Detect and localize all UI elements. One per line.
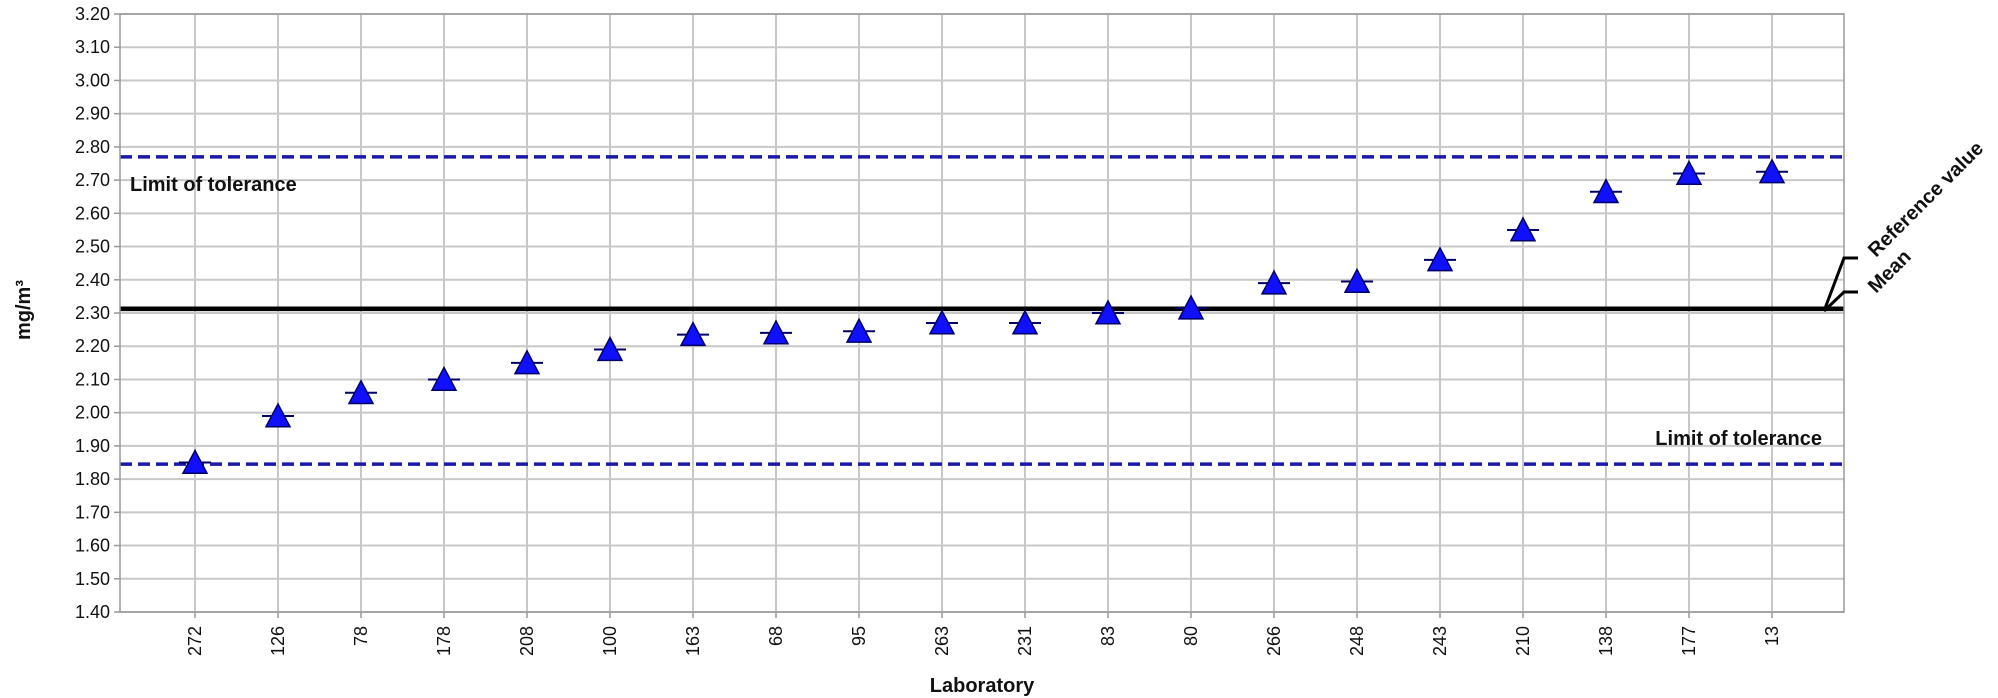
data-point bbox=[1009, 309, 1041, 335]
plot-frame bbox=[119, 13, 1845, 613]
x-tick-label: 208 bbox=[517, 626, 537, 656]
data-point bbox=[1756, 158, 1788, 184]
triangle-marker bbox=[1343, 267, 1371, 293]
data-point bbox=[760, 319, 792, 345]
y-tick-label: 2.20 bbox=[75, 336, 110, 356]
triangle-marker bbox=[1011, 309, 1039, 335]
upper-tolerance-label: Limit of tolerance bbox=[130, 174, 297, 196]
data-point bbox=[1507, 216, 1539, 242]
mean-leader bbox=[1822, 290, 1858, 313]
x-tick-label: 78 bbox=[351, 626, 371, 646]
y-tick-label: 2.00 bbox=[75, 403, 110, 423]
y-tick-label: 1.70 bbox=[75, 502, 110, 522]
x-tick-label: 163 bbox=[683, 626, 703, 656]
y-tick-label: 2.40 bbox=[75, 270, 110, 290]
data-point bbox=[428, 365, 460, 391]
data-point bbox=[1258, 269, 1290, 295]
data-point bbox=[262, 402, 294, 428]
y-tick-label: 1.40 bbox=[75, 602, 110, 622]
x-tick-label: 126 bbox=[268, 626, 288, 656]
y-tick-label: 3.10 bbox=[75, 37, 110, 57]
reference-mean-callout: Reference value Mean bbox=[1822, 137, 1988, 313]
y-axis-title: mg/m³ bbox=[13, 280, 35, 340]
data-point bbox=[345, 379, 377, 405]
triangle-marker bbox=[1758, 158, 1786, 184]
x-tick-label: 178 bbox=[434, 626, 454, 656]
triangle-marker bbox=[679, 320, 707, 347]
y-tick-label: 2.80 bbox=[75, 137, 110, 157]
data-point bbox=[926, 309, 958, 335]
x-tick-label: 210 bbox=[1513, 626, 1533, 656]
x-tick-label: 83 bbox=[1098, 626, 1118, 646]
triangle-marker bbox=[1260, 269, 1288, 295]
data-point bbox=[1590, 178, 1622, 204]
triangle-marker bbox=[1509, 216, 1537, 242]
data-point bbox=[1341, 267, 1373, 293]
lower-tolerance-label: Limit of tolerance bbox=[1655, 428, 1822, 450]
y-tick-label: 2.30 bbox=[75, 303, 110, 323]
x-tick-label: 266 bbox=[1264, 626, 1284, 656]
x-axis-title: Laboratory bbox=[930, 675, 1035, 697]
triangle-marker bbox=[596, 335, 624, 362]
data-points bbox=[179, 158, 1788, 475]
y-tick-label: 1.90 bbox=[75, 436, 110, 456]
x-tick-label: 138 bbox=[1596, 626, 1616, 656]
y-tick-label: 2.70 bbox=[75, 170, 110, 190]
x-tick-label: 68 bbox=[766, 626, 786, 646]
reference-value-label: Reference value bbox=[1864, 137, 1988, 261]
y-tick-label: 2.90 bbox=[75, 104, 110, 124]
triangle-marker bbox=[928, 309, 956, 335]
data-point bbox=[1424, 246, 1456, 272]
data-point bbox=[843, 317, 875, 343]
triangle-marker bbox=[430, 365, 458, 391]
data-point bbox=[179, 448, 211, 475]
x-tick-label: 13 bbox=[1762, 626, 1782, 646]
data-point bbox=[1673, 159, 1705, 186]
x-tick-label: 243 bbox=[1430, 626, 1450, 656]
data-point bbox=[677, 320, 709, 347]
triangle-marker bbox=[347, 379, 375, 405]
data-point bbox=[594, 335, 626, 362]
y-axis-ticks: 1.40 1.50 1.60 1.70 1.80 1.90 2.00 2.10 2.20 2.30… bbox=[75, 4, 120, 622]
triangle-marker bbox=[1426, 246, 1454, 272]
triangle-marker bbox=[1094, 299, 1122, 325]
x-tick-label: 248 bbox=[1347, 626, 1367, 656]
x-tick-label: 80 bbox=[1181, 626, 1201, 646]
triangle-marker bbox=[181, 448, 209, 475]
triangle-marker bbox=[762, 319, 790, 345]
triangle-marker bbox=[845, 317, 873, 343]
y-tick-label: 3.00 bbox=[75, 70, 110, 90]
y-tick-label: 3.20 bbox=[75, 4, 110, 24]
x-tick-label: 231 bbox=[1015, 626, 1035, 656]
y-tick-label: 2.50 bbox=[75, 237, 110, 257]
x-axis-ticks: 272 126 78 178 208 100 163 68 95 263 231 83 80 266 248… bbox=[185, 612, 1782, 656]
y-tick-label: 2.60 bbox=[75, 203, 110, 223]
triangle-marker bbox=[1675, 159, 1703, 186]
x-tick-label: 272 bbox=[185, 626, 205, 656]
reference-value-leader bbox=[1822, 256, 1858, 312]
y-tick-label: 2.10 bbox=[75, 369, 110, 389]
data-point bbox=[1175, 294, 1207, 320]
triangle-marker bbox=[264, 402, 292, 428]
y-tick-label: 1.80 bbox=[75, 469, 110, 489]
triangle-marker bbox=[1177, 294, 1205, 320]
data-point bbox=[511, 349, 543, 375]
triangle-marker bbox=[513, 349, 541, 375]
x-tick-label: 95 bbox=[849, 626, 869, 646]
triangle-marker bbox=[1592, 178, 1620, 204]
grid bbox=[120, 13, 1844, 613]
y-tick-label: 1.50 bbox=[75, 569, 110, 589]
reference-lines bbox=[120, 155, 1844, 466]
data-point bbox=[1092, 299, 1124, 325]
x-tick-label: 177 bbox=[1679, 626, 1699, 656]
y-tick-label: 1.60 bbox=[75, 536, 110, 556]
x-tick-label: 263 bbox=[932, 626, 952, 656]
x-tick-label: 100 bbox=[600, 626, 620, 656]
